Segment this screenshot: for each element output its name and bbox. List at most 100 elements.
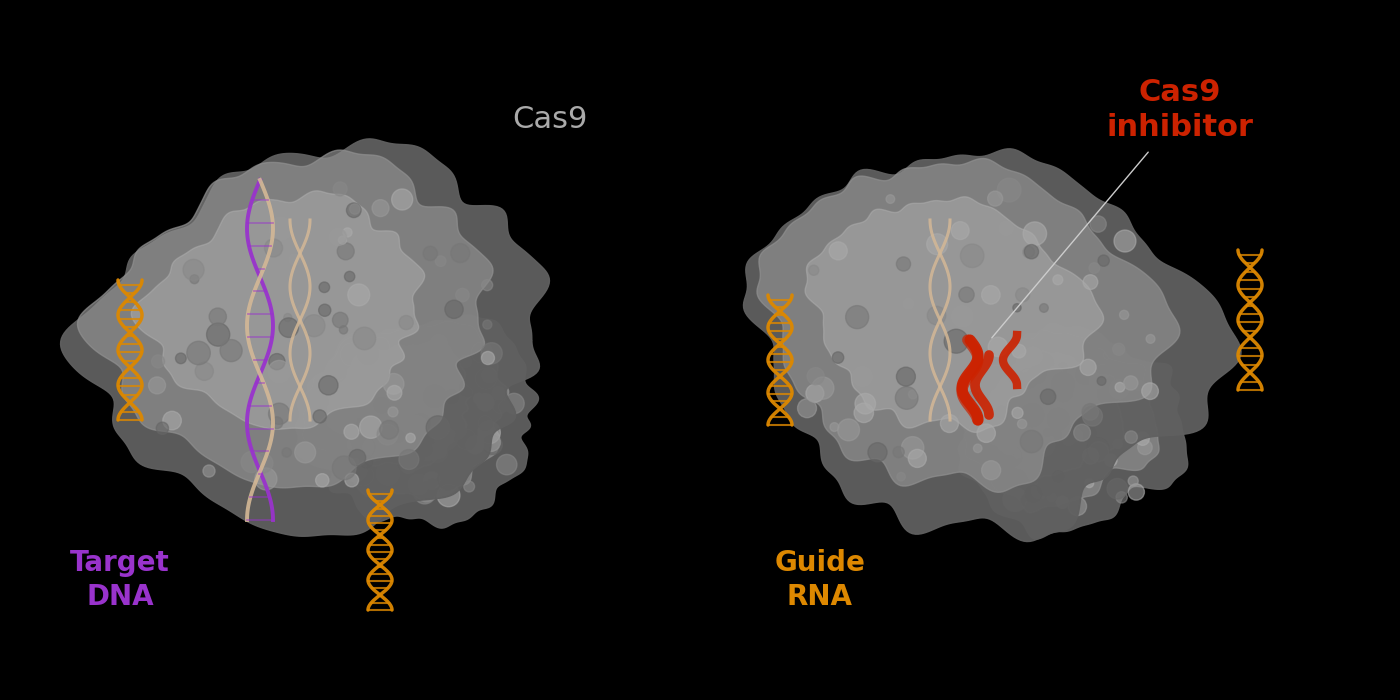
Circle shape (896, 257, 910, 271)
Circle shape (1107, 479, 1127, 499)
Circle shape (423, 246, 437, 260)
Circle shape (1120, 310, 1128, 319)
Circle shape (1030, 433, 1054, 456)
Circle shape (988, 337, 1008, 356)
Circle shape (455, 428, 476, 449)
Circle shape (1084, 346, 1098, 360)
Circle shape (846, 306, 869, 329)
Circle shape (483, 320, 491, 329)
Circle shape (812, 377, 834, 399)
Circle shape (269, 403, 290, 424)
Circle shape (1032, 372, 1043, 384)
Circle shape (339, 236, 346, 244)
Circle shape (349, 449, 365, 466)
Polygon shape (295, 315, 539, 528)
Circle shape (806, 368, 825, 385)
Circle shape (405, 407, 419, 420)
Circle shape (1005, 427, 1029, 451)
Circle shape (1079, 425, 1096, 442)
Circle shape (1071, 430, 1084, 441)
Circle shape (374, 398, 389, 413)
Circle shape (265, 239, 283, 257)
Circle shape (1084, 274, 1098, 289)
Circle shape (363, 348, 384, 369)
Circle shape (798, 399, 816, 418)
Circle shape (830, 423, 839, 431)
Circle shape (409, 475, 428, 494)
Polygon shape (328, 342, 473, 470)
Circle shape (482, 351, 494, 365)
Circle shape (399, 393, 413, 407)
Circle shape (1075, 365, 1095, 384)
Circle shape (493, 387, 504, 400)
Polygon shape (805, 197, 1103, 433)
Circle shape (981, 286, 1000, 304)
Circle shape (806, 384, 823, 402)
Circle shape (444, 389, 459, 404)
Circle shape (1012, 344, 1026, 358)
Circle shape (431, 335, 447, 351)
Circle shape (350, 418, 365, 433)
Circle shape (190, 275, 199, 284)
Circle shape (1099, 364, 1120, 386)
Circle shape (1018, 382, 1039, 402)
Circle shape (350, 363, 372, 386)
Circle shape (412, 414, 430, 433)
Circle shape (351, 465, 374, 486)
Circle shape (1053, 470, 1064, 482)
Circle shape (1103, 351, 1112, 360)
Circle shape (1082, 406, 1102, 426)
Circle shape (363, 438, 386, 461)
Circle shape (207, 323, 230, 346)
Circle shape (319, 282, 329, 293)
Circle shape (1001, 440, 1016, 454)
Circle shape (1012, 407, 1023, 419)
Circle shape (1098, 377, 1106, 386)
Circle shape (1142, 383, 1158, 400)
Circle shape (477, 421, 500, 444)
Circle shape (1147, 335, 1155, 343)
Circle shape (1138, 440, 1152, 455)
Circle shape (1019, 368, 1037, 388)
Circle shape (1098, 382, 1120, 405)
Circle shape (1089, 442, 1109, 461)
Circle shape (1113, 440, 1123, 449)
Circle shape (1082, 448, 1099, 464)
Circle shape (986, 428, 998, 440)
Circle shape (315, 474, 329, 487)
Circle shape (1105, 454, 1117, 466)
Circle shape (326, 443, 343, 459)
Circle shape (997, 178, 1021, 202)
Circle shape (389, 345, 410, 367)
Circle shape (466, 436, 484, 454)
Circle shape (1000, 221, 1014, 235)
Circle shape (829, 241, 847, 260)
Circle shape (1023, 347, 1042, 365)
Circle shape (1082, 370, 1089, 377)
Circle shape (414, 482, 435, 504)
Circle shape (347, 284, 370, 306)
Text: Cas9
inhibitor: Cas9 inhibitor (1106, 78, 1253, 143)
Circle shape (360, 456, 372, 468)
Circle shape (981, 461, 1001, 480)
Circle shape (497, 454, 517, 475)
Circle shape (1085, 479, 1093, 488)
Circle shape (195, 362, 213, 380)
Circle shape (1057, 496, 1068, 508)
Circle shape (1057, 384, 1068, 396)
Circle shape (476, 393, 494, 411)
Circle shape (1002, 487, 1028, 511)
Circle shape (1116, 491, 1127, 503)
Text: Target
DNA: Target DNA (70, 549, 169, 611)
Polygon shape (302, 321, 508, 502)
Circle shape (1058, 363, 1068, 372)
Circle shape (477, 415, 493, 430)
Circle shape (1025, 244, 1039, 259)
Circle shape (1011, 442, 1026, 458)
Circle shape (809, 265, 819, 275)
Circle shape (337, 243, 354, 260)
Circle shape (1113, 343, 1124, 356)
Circle shape (1116, 382, 1124, 392)
Circle shape (1012, 304, 1021, 312)
Circle shape (269, 217, 293, 240)
